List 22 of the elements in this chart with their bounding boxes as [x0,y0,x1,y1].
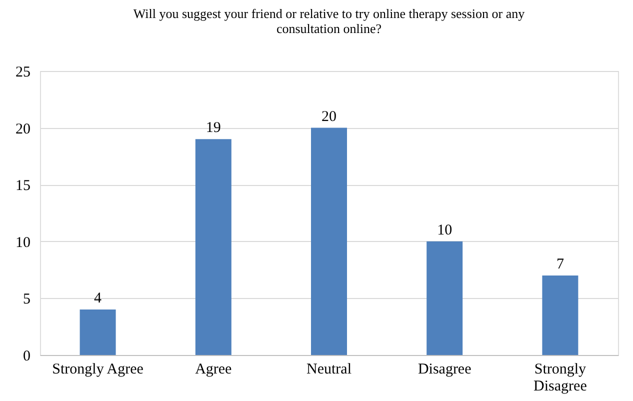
x-tick-label: Agree [195,362,232,378]
data-label: 10 [437,222,452,238]
chart-title: Will you suggest your friend or relative to try online therapy session or any consultation online? [133,6,526,36]
x-tick-label: Strongly Agree [52,362,144,378]
bar [311,128,347,355]
bar [426,241,463,355]
data-label: 19 [206,120,221,136]
data-label: 7 [556,256,564,272]
y-tick-label: 10 [16,234,30,251]
y-tick-label: 25 [16,64,30,80]
bar [542,275,578,355]
y-tick-label: 5 [23,292,30,308]
y-tick-label: 0 [23,348,30,364]
data-label: 4 [94,290,102,307]
data-label: 20 [322,108,336,125]
y-tick-label: 20 [16,121,30,138]
y-tick-label: 15 [16,178,30,194]
x-tick-label: Strongly Disagree [534,362,588,394]
x-tick-label: Disagree [418,362,472,378]
bar [80,310,116,355]
x-tick-label: Neutral [306,362,352,378]
bar [195,139,232,355]
